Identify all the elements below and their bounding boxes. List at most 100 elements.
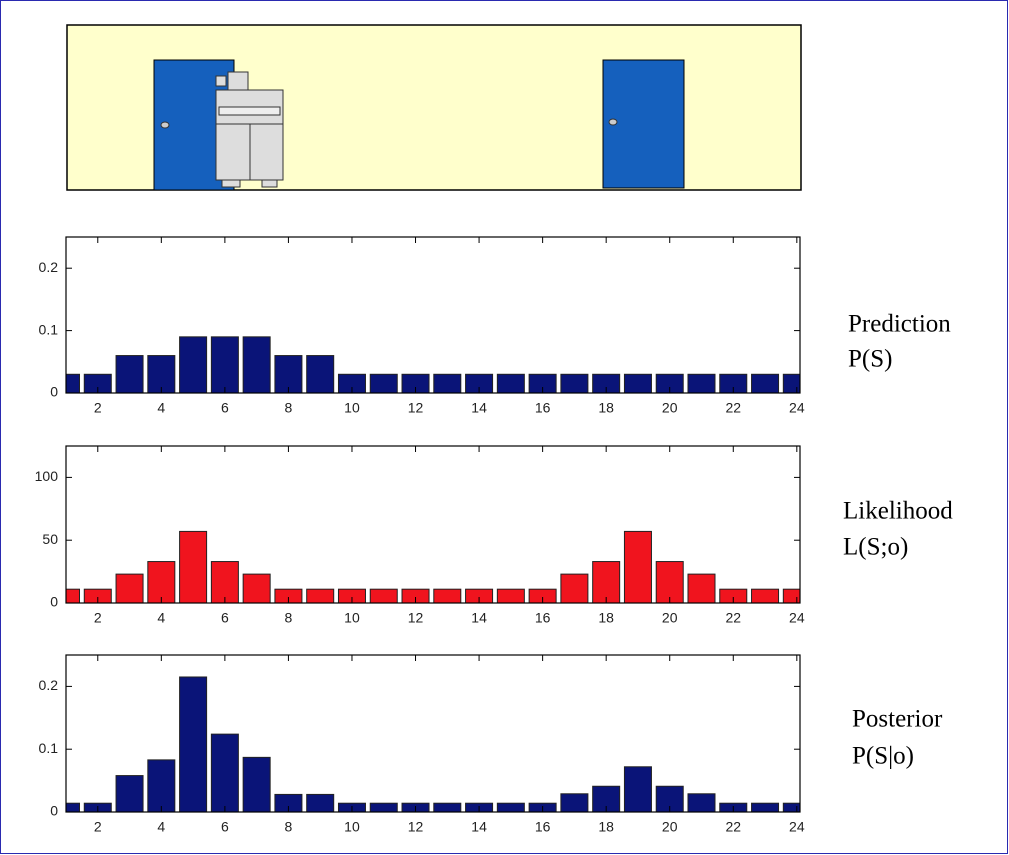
bar (180, 531, 207, 603)
bar (497, 589, 524, 603)
x-tick-label: 6 (221, 819, 229, 835)
bar (307, 589, 334, 603)
x-tick-label: 18 (598, 610, 614, 626)
x-tick-label: 22 (725, 610, 741, 626)
bar (561, 574, 588, 603)
panel-subtitle: P(S|o) (852, 743, 914, 770)
bar (497, 374, 524, 393)
bar (116, 776, 143, 812)
x-tick-label: 12 (408, 610, 424, 626)
bar (211, 337, 238, 393)
door-knob (161, 122, 169, 128)
x-tick-label: 22 (725, 400, 741, 416)
bar (656, 562, 683, 603)
bar (752, 374, 779, 393)
x-tick-label: 16 (535, 610, 551, 626)
x-tick-label: 2 (94, 610, 102, 626)
y-tick-label: 100 (35, 468, 59, 484)
bar (624, 767, 651, 812)
y-tick-label: 0 (50, 803, 58, 819)
x-tick-label: 24 (789, 610, 805, 626)
figure: Prediction P(S) Likelihood L(S;o) Poster… (0, 0, 1009, 855)
x-tick-label: 8 (285, 610, 293, 626)
x-tick-label: 18 (598, 400, 614, 416)
x-tick-label: 14 (471, 610, 487, 626)
bar (116, 574, 143, 603)
x-tick-label: 12 (408, 400, 424, 416)
panel-title: Prediction (848, 311, 951, 338)
x-tick-label: 14 (471, 400, 487, 416)
bar (148, 760, 175, 812)
bar (752, 803, 779, 812)
bar (688, 374, 715, 393)
bar (243, 757, 270, 812)
bar (370, 803, 397, 812)
panel-subtitle: L(S;o) (843, 534, 908, 561)
x-tick-label: 20 (662, 610, 678, 626)
bar (307, 356, 334, 393)
y-tick-label: 50 (42, 531, 58, 547)
x-tick-label: 20 (662, 819, 678, 835)
x-tick-label: 14 (471, 819, 487, 835)
y-tick-label: 0.2 (39, 677, 59, 693)
bar (624, 531, 651, 603)
bar (561, 374, 588, 393)
bar (243, 574, 270, 603)
chart-panel: 00.10.224681012141618202224 (39, 237, 811, 416)
x-tick-label: 16 (535, 819, 551, 835)
x-tick-label: 20 (662, 400, 678, 416)
x-tick-label: 8 (285, 400, 293, 416)
x-tick-label: 16 (535, 400, 551, 416)
plot-area (66, 655, 800, 812)
x-tick-label: 4 (157, 610, 165, 626)
bar (434, 374, 461, 393)
y-tick-label: 0 (50, 384, 58, 400)
door-knob (609, 119, 617, 125)
bar (307, 794, 334, 812)
bar (370, 374, 397, 393)
bar (180, 677, 207, 812)
x-tick-label: 10 (344, 400, 360, 416)
bar (561, 794, 588, 812)
x-tick-label: 4 (157, 819, 165, 835)
bar (148, 562, 175, 603)
x-tick-label: 6 (221, 610, 229, 626)
x-tick-label: 4 (157, 400, 165, 416)
x-tick-label: 18 (598, 819, 614, 835)
panel-subtitle: P(S) (848, 346, 892, 373)
x-tick-label: 12 (408, 819, 424, 835)
x-tick-label: 10 (344, 610, 360, 626)
bar (752, 589, 779, 603)
panel-title: Likelihood (843, 498, 953, 525)
y-tick-label: 0.2 (39, 259, 59, 275)
bar (243, 337, 270, 393)
bar (116, 356, 143, 393)
bar (180, 337, 207, 393)
bar (688, 574, 715, 603)
bar (434, 803, 461, 812)
y-tick-label: 0.1 (39, 740, 59, 756)
bar (688, 794, 715, 812)
y-tick-label: 0 (50, 594, 58, 610)
bar (211, 562, 238, 603)
x-tick-label: 22 (725, 819, 741, 835)
y-tick-label: 0.1 (39, 321, 59, 337)
bar (211, 734, 238, 812)
panel-title: Posterior (852, 706, 943, 733)
x-tick-label: 6 (221, 400, 229, 416)
x-tick-label: 2 (94, 819, 102, 835)
bar (370, 589, 397, 603)
x-tick-label: 24 (789, 400, 805, 416)
bar (497, 803, 524, 812)
x-tick-label: 8 (285, 819, 293, 835)
x-tick-label: 2 (94, 400, 102, 416)
corridor-illustration (67, 25, 801, 190)
bar (624, 374, 651, 393)
bar (593, 562, 620, 603)
plot-area (66, 237, 800, 393)
x-tick-label: 24 (789, 819, 805, 835)
bar (434, 589, 461, 603)
x-tick-label: 10 (344, 819, 360, 835)
